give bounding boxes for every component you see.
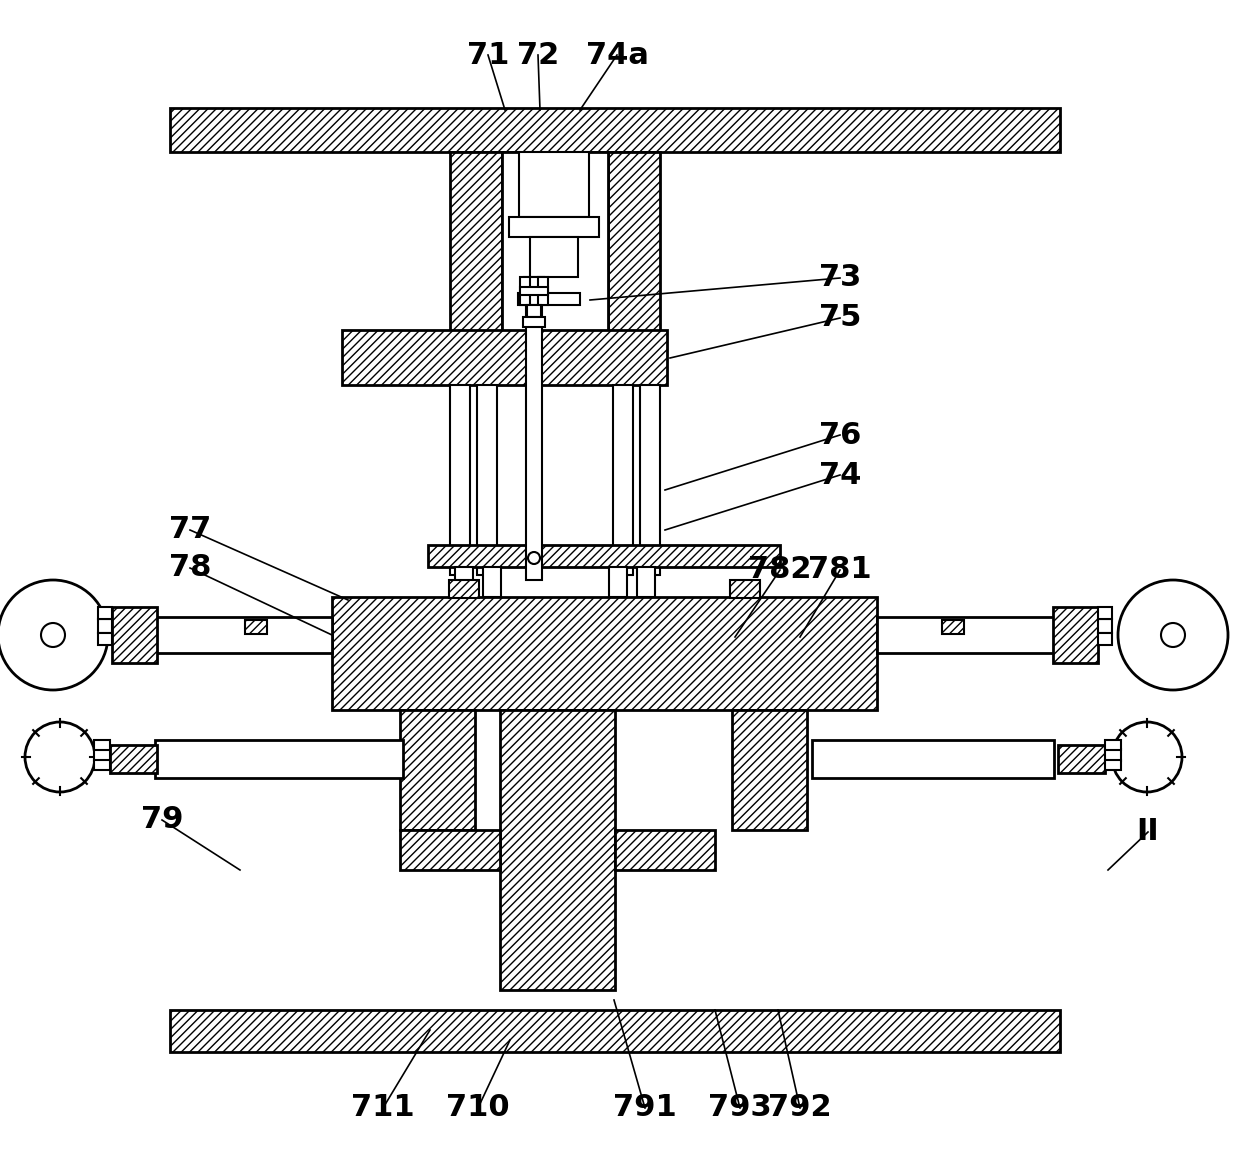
- Bar: [732, 710, 807, 831]
- Bar: [529, 237, 578, 277]
- Bar: [527, 305, 541, 317]
- Bar: [1105, 760, 1121, 770]
- Bar: [342, 329, 667, 385]
- Bar: [246, 619, 267, 635]
- Text: 711: 711: [351, 1094, 415, 1123]
- Bar: [98, 607, 112, 619]
- Circle shape: [1161, 623, 1185, 647]
- Bar: [500, 710, 615, 989]
- Bar: [155, 740, 403, 778]
- Bar: [450, 385, 470, 575]
- Bar: [449, 580, 479, 599]
- Text: 781: 781: [808, 556, 872, 585]
- Bar: [455, 567, 472, 597]
- Text: 75: 75: [818, 304, 862, 333]
- Bar: [518, 293, 529, 305]
- Text: 77: 77: [169, 515, 211, 544]
- Text: 791: 791: [613, 1094, 677, 1123]
- Bar: [94, 740, 110, 751]
- Bar: [525, 277, 544, 293]
- Bar: [1097, 607, 1112, 619]
- Circle shape: [41, 623, 64, 647]
- Bar: [170, 1010, 1060, 1052]
- Bar: [613, 385, 632, 575]
- Bar: [615, 831, 715, 870]
- Circle shape: [1112, 722, 1182, 792]
- Text: 72: 72: [517, 41, 559, 70]
- Bar: [520, 287, 548, 295]
- Bar: [401, 710, 475, 831]
- Bar: [508, 217, 599, 237]
- Circle shape: [1118, 580, 1228, 690]
- Text: II: II: [1137, 818, 1159, 847]
- Circle shape: [25, 722, 95, 792]
- Bar: [332, 597, 877, 710]
- Circle shape: [0, 580, 108, 690]
- Bar: [94, 749, 110, 761]
- Bar: [637, 567, 655, 597]
- Text: 792: 792: [769, 1094, 832, 1123]
- Text: 782: 782: [748, 556, 812, 585]
- Text: 73: 73: [818, 263, 861, 292]
- Bar: [1058, 745, 1105, 773]
- Bar: [98, 619, 112, 633]
- Bar: [609, 567, 627, 597]
- Text: 71: 71: [466, 41, 510, 70]
- Bar: [401, 831, 500, 870]
- Bar: [730, 580, 760, 599]
- Text: 793: 793: [708, 1094, 771, 1123]
- Bar: [1097, 619, 1112, 633]
- Bar: [608, 152, 660, 370]
- Bar: [942, 619, 963, 635]
- Bar: [484, 567, 501, 597]
- Bar: [640, 385, 660, 575]
- Text: 74a: 74a: [585, 41, 649, 70]
- Bar: [155, 617, 332, 653]
- Bar: [98, 633, 112, 645]
- Bar: [520, 152, 589, 217]
- Bar: [520, 277, 529, 305]
- Bar: [526, 305, 542, 580]
- Text: 710: 710: [446, 1094, 510, 1123]
- Bar: [1097, 633, 1112, 645]
- Circle shape: [528, 552, 539, 564]
- Text: 78: 78: [169, 553, 211, 582]
- Text: 74: 74: [818, 461, 862, 490]
- Bar: [1105, 740, 1121, 751]
- Bar: [812, 740, 1054, 778]
- Bar: [502, 152, 608, 370]
- Bar: [538, 277, 548, 305]
- Text: 79: 79: [141, 805, 184, 834]
- Bar: [1105, 749, 1121, 761]
- Bar: [528, 293, 580, 305]
- Bar: [112, 607, 157, 664]
- Bar: [877, 617, 1054, 653]
- Bar: [477, 385, 497, 575]
- Bar: [1053, 607, 1097, 664]
- Bar: [170, 108, 1060, 152]
- Text: 76: 76: [818, 421, 862, 449]
- Bar: [94, 760, 110, 770]
- Bar: [428, 545, 780, 567]
- Bar: [110, 745, 157, 773]
- Bar: [450, 152, 502, 370]
- Bar: [523, 317, 546, 327]
